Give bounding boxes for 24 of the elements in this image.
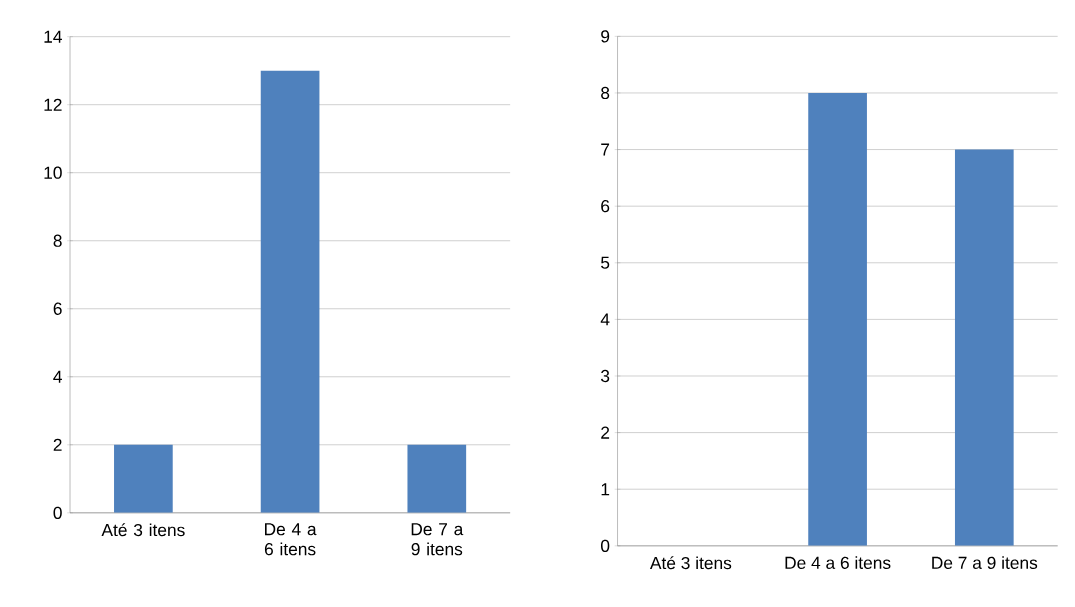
y-tick-label: 5 xyxy=(601,256,610,269)
y-tick-label: 3 xyxy=(601,369,610,383)
y-tick-label: 7 xyxy=(601,143,610,156)
y-tick-label: 14 xyxy=(44,30,62,43)
y-tick-label: 8 xyxy=(53,234,62,247)
y-tick-label: 0 xyxy=(53,506,62,520)
x-tick-label: De 4 a 6 itens xyxy=(785,556,891,570)
x-tick-label: De 4 a 6 itens xyxy=(264,523,317,556)
y-tick-label: 2 xyxy=(53,438,62,451)
y-tick-label: 4 xyxy=(53,370,62,383)
y-tick-label: 1 xyxy=(601,483,610,496)
y-tick-label: 0 xyxy=(601,539,610,553)
x-tick-label: De 7 a 9 itens xyxy=(932,556,1038,570)
y-tick-label: 10 xyxy=(44,166,62,179)
y-tick-label: 4 xyxy=(600,313,610,326)
y-tick-label: 12 xyxy=(44,98,62,111)
y-tick-label: 6 xyxy=(601,200,610,213)
y-tick-label: 9 xyxy=(601,30,610,43)
x-tick-label: Até 3 itens xyxy=(649,556,732,570)
y-tick-label: 2 xyxy=(601,426,610,439)
x-tick-label: Até 3 itens xyxy=(101,523,185,537)
y-tick-label: 6 xyxy=(53,302,62,315)
y-tick-label: 8 xyxy=(601,86,610,100)
x-tick-label: De 7 a 9 itens xyxy=(411,523,464,556)
